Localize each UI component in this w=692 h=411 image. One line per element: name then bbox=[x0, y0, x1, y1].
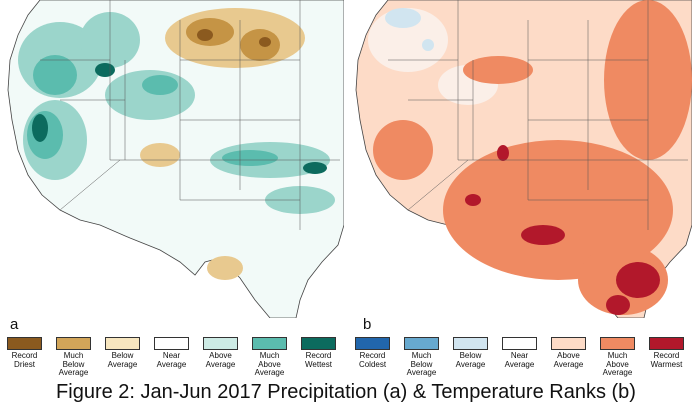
legend-item: Much Below Average bbox=[397, 337, 446, 378]
legend-swatch bbox=[600, 337, 635, 350]
much-wet-anomalies bbox=[27, 55, 278, 166]
temperature-legend: Record Coldest Much Below Average Below Av… bbox=[348, 337, 691, 378]
precipitation-map bbox=[0, 0, 344, 318]
legend-swatch bbox=[154, 337, 189, 350]
below-average-patches bbox=[385, 8, 434, 51]
legend-label: Below Average bbox=[455, 351, 486, 369]
legend-item: Above Average bbox=[544, 337, 593, 378]
legend-label: Much Above Average bbox=[254, 351, 285, 377]
legend-swatch bbox=[7, 337, 42, 350]
state-borders bbox=[388, 0, 688, 230]
legend-item: Record Wettest bbox=[294, 337, 343, 378]
legend-item: Much Above Average bbox=[245, 337, 294, 378]
legend-swatch bbox=[301, 337, 336, 350]
legend-label: Record Coldest bbox=[358, 351, 387, 369]
legend-item: Much Above Average bbox=[593, 337, 642, 378]
legend-item: Below Average bbox=[98, 337, 147, 378]
legend-item: Much Below Average bbox=[49, 337, 98, 378]
legend-item: Record Coldest bbox=[348, 337, 397, 378]
legend-item: Above Average bbox=[196, 337, 245, 378]
legend-label: Record Driest bbox=[11, 351, 38, 369]
panel-b-label: b bbox=[363, 316, 372, 333]
legend-swatch bbox=[252, 337, 287, 350]
legend-swatch bbox=[203, 337, 238, 350]
legend-label: Above Average bbox=[205, 351, 236, 369]
legend-item: Near Average bbox=[495, 337, 544, 378]
legend-label: Record Warmest bbox=[650, 351, 683, 369]
legend-label: Below Average bbox=[107, 351, 138, 369]
legend-swatch bbox=[453, 337, 488, 350]
legend-swatch bbox=[355, 337, 390, 350]
legend-item: Near Average bbox=[147, 337, 196, 378]
legend-label: Near Average bbox=[504, 351, 535, 369]
figure-caption: Figure 2: Jan-Jun 2017 Precipitation (a)… bbox=[56, 381, 636, 403]
legend-label: Above Average bbox=[553, 351, 584, 369]
legend-label: Record Wettest bbox=[305, 351, 332, 369]
temperature-map bbox=[348, 0, 692, 318]
legend-item: Record Driest bbox=[0, 337, 49, 378]
state-borders bbox=[40, 0, 340, 230]
legend-swatch bbox=[404, 337, 439, 350]
record-dry-anomalies bbox=[197, 29, 271, 47]
legend-swatch bbox=[56, 337, 91, 350]
legend-label: Near Average bbox=[156, 351, 187, 369]
legend-swatch bbox=[502, 337, 537, 350]
legend-item: Record Warmest bbox=[642, 337, 691, 378]
panel-a-label: a bbox=[10, 316, 19, 333]
record-warm-anomalies bbox=[465, 145, 660, 315]
legend-label: Much Below Average bbox=[406, 351, 437, 377]
legend-item: Below Average bbox=[446, 337, 495, 378]
legend-label: Much Above Average bbox=[602, 351, 633, 377]
legend-label: Much Below Average bbox=[58, 351, 89, 377]
legend-swatch bbox=[551, 337, 586, 350]
legend-swatch bbox=[649, 337, 684, 350]
legend-swatch bbox=[105, 337, 140, 350]
precipitation-legend: Record Driest Much Below Average Below Ave… bbox=[0, 337, 343, 378]
